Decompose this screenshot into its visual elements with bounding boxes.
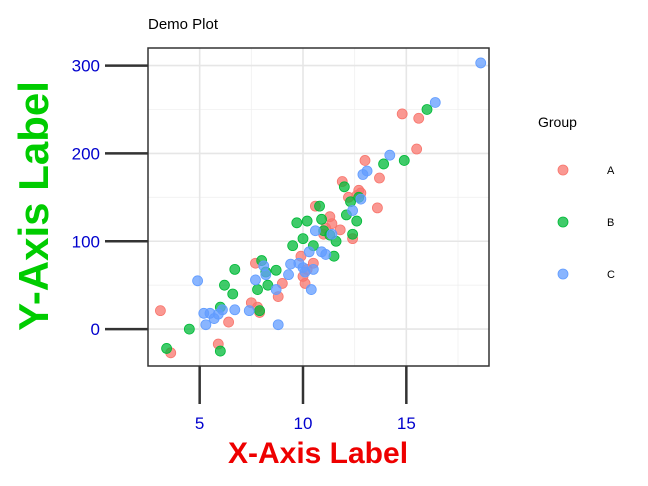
point-group-b — [338, 181, 350, 193]
x-tick-label: 15 — [397, 414, 416, 433]
point-group-c — [260, 269, 272, 281]
y-tick-label: 300 — [72, 57, 100, 76]
point-group-b — [254, 305, 266, 317]
point-group-c — [326, 228, 338, 240]
point-group-c — [270, 284, 282, 295]
point-group-a — [223, 316, 235, 328]
legend-label-a: A — [607, 165, 615, 177]
point-group-b — [183, 323, 195, 335]
point-group-b — [314, 200, 325, 212]
point-group-b — [227, 288, 239, 300]
legend-key-c — [557, 268, 569, 280]
point-group-c — [307, 263, 319, 275]
point-group-c — [429, 97, 441, 108]
legend-label-b: B — [607, 217, 614, 229]
point-group-c — [216, 304, 228, 316]
legend: Group A B C — [538, 114, 615, 281]
y-tick-label: 100 — [72, 232, 100, 251]
x-axis-label: X-Axis Label — [228, 437, 408, 470]
point-group-b — [351, 215, 363, 227]
plot-panel-border — [147, 47, 490, 367]
legend-key-b — [557, 216, 569, 228]
point-group-c — [384, 149, 396, 161]
y-tick-label: 200 — [72, 144, 100, 163]
point-group-c — [347, 205, 359, 216]
y-tick-label: 0 — [91, 320, 100, 339]
point-group-b — [262, 279, 274, 291]
point-group-b — [347, 228, 359, 240]
data-points — [154, 57, 487, 359]
point-group-c — [229, 304, 241, 316]
point-group-a — [154, 305, 166, 317]
x-tick-label: 10 — [294, 414, 313, 433]
point-group-b — [297, 233, 309, 245]
point-group-b — [378, 158, 390, 170]
legend-key-a — [557, 164, 569, 176]
point-group-b — [252, 284, 263, 295]
point-group-b — [301, 215, 313, 227]
point-group-a — [334, 224, 346, 236]
point-group-c — [243, 305, 255, 317]
point-group-b — [219, 279, 230, 291]
point-group-c — [283, 269, 294, 281]
point-group-c — [305, 284, 317, 295]
legend-label-c: C — [607, 269, 615, 281]
point-group-a — [371, 202, 383, 214]
x-tick-label: 5 — [195, 414, 204, 433]
point-group-a — [374, 172, 385, 184]
plot-grid — [148, 48, 489, 366]
y-axis: 0 100 200 300 — [72, 57, 148, 339]
point-group-c — [309, 225, 321, 237]
point-group-b — [229, 263, 241, 275]
point-group-c — [355, 193, 367, 205]
point-group-b — [316, 213, 328, 225]
point-group-b — [291, 217, 303, 229]
point-group-c — [258, 260, 270, 272]
point-group-c — [250, 274, 261, 286]
point-group-c — [303, 246, 315, 258]
point-group-c — [200, 319, 212, 331]
point-group-a — [396, 108, 408, 120]
point-group-c — [320, 249, 332, 260]
x-axis: 5 10 15 — [195, 366, 416, 433]
point-group-a — [411, 143, 423, 155]
point-group-a — [413, 112, 425, 124]
point-group-b — [270, 264, 282, 276]
point-group-c — [475, 57, 487, 69]
point-group-b — [214, 345, 226, 357]
point-group-b — [161, 343, 173, 354]
point-group-c — [192, 275, 204, 287]
point-group-c — [361, 165, 373, 177]
point-group-b — [398, 155, 410, 166]
y-axis-label: Y-Axis Label — [10, 81, 57, 331]
point-group-a — [359, 155, 371, 166]
point-group-a — [326, 218, 338, 230]
point-group-b — [421, 104, 433, 115]
legend-title: Group — [538, 114, 577, 130]
point-group-b — [287, 240, 299, 252]
chart-title: Demo Plot — [148, 16, 219, 33]
point-group-c — [272, 319, 284, 331]
